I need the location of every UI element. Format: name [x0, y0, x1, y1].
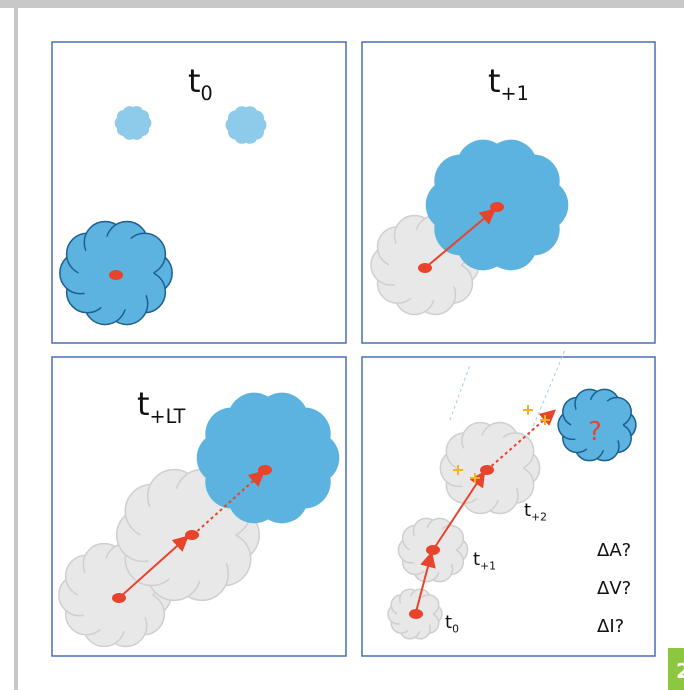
time-base: t [137, 385, 150, 423]
time-base: t [188, 62, 201, 100]
page-number: 2 [676, 659, 684, 683]
center-dot [109, 270, 123, 280]
cloud-core [233, 112, 260, 139]
cloud-core [121, 111, 145, 135]
cloud-core [222, 412, 314, 504]
time-sub: +LT [150, 405, 186, 428]
cloud [197, 393, 340, 524]
time-base: t [524, 500, 531, 521]
left-border [14, 8, 18, 690]
center-dot [258, 465, 272, 475]
question: ΔV? [597, 578, 631, 599]
time-base: t [473, 549, 480, 570]
time-sub: 0 [201, 82, 213, 105]
question: ΔI? [597, 616, 624, 637]
time-sub: +2 [531, 511, 547, 524]
center-dot [426, 545, 440, 555]
question: ΔA? [597, 540, 631, 561]
diagram: t0t+1t+LTt0t+1t+2?ΔA?ΔV?ΔI? 2 [0, 0, 684, 690]
time-sub: +1 [501, 82, 529, 105]
unknown-mark: ? [588, 417, 602, 447]
cloud [115, 106, 152, 140]
center-dot [112, 593, 126, 603]
top-border [0, 0, 684, 8]
center-dot [418, 263, 432, 273]
center-dot [490, 202, 504, 212]
center-dot [185, 530, 199, 540]
time-base: t [445, 612, 452, 633]
time-base: t [488, 62, 501, 100]
time-sub: +1 [480, 560, 496, 573]
center-dot [409, 609, 423, 619]
time-sub: 0 [452, 623, 459, 636]
cloud [225, 106, 266, 144]
center-dot [480, 465, 494, 475]
